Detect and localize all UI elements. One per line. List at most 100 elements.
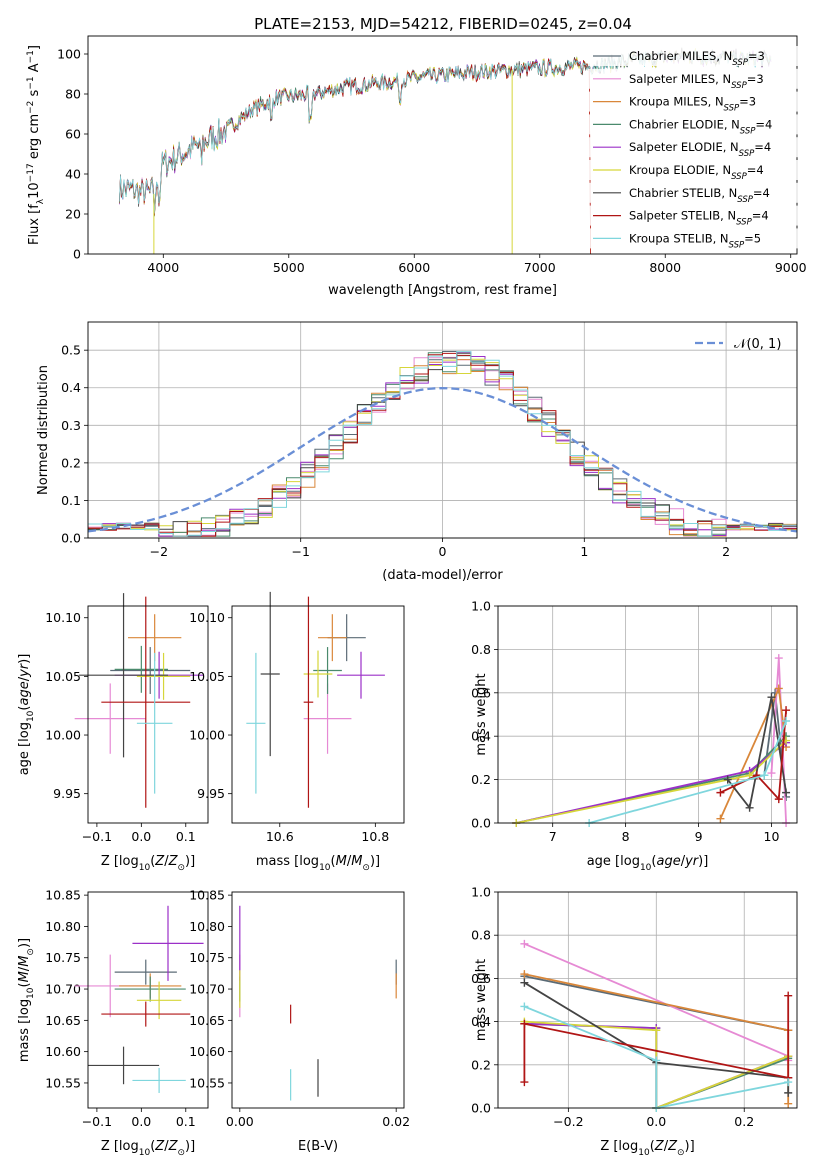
legend-n: =3 <box>739 95 756 109</box>
label-part: ( <box>17 982 32 987</box>
label-part: λ <box>36 198 46 204</box>
mw-chabrier-stelib <box>723 693 791 812</box>
label-part: M <box>17 971 32 982</box>
label-part: −1 <box>26 76 36 89</box>
x-tick-label: 0.1 <box>176 1114 196 1129</box>
legend-sub: SSP <box>731 81 747 91</box>
label-part: M <box>17 956 32 967</box>
y-tick-label: 0.0 <box>471 816 491 831</box>
y-tick-label: 80 <box>65 87 81 102</box>
y-axis-label: age [log10(age/yr)] <box>17 654 36 776</box>
label-part: / <box>664 1139 669 1154</box>
label-part: / <box>17 676 32 681</box>
mw-marker <box>784 991 793 1000</box>
y-tick-label: 0.4 <box>471 1014 491 1029</box>
label-part: ⊙ <box>362 863 370 873</box>
errorbar-salpeter-stelib <box>101 1001 191 1027</box>
x-tick-label: 7 <box>549 829 557 844</box>
legend-n: =4 <box>752 209 769 223</box>
label-part: Z [log <box>600 1139 638 1154</box>
label-part: )] <box>17 654 32 664</box>
y-tick-label: 0.4 <box>61 380 81 395</box>
axes-frame <box>497 891 798 1109</box>
figure-title: PLATE=2153, MJD=54212, FIBERID=0245, z=0… <box>254 15 632 33</box>
legend-bg <box>588 68 798 89</box>
legend-sub: SSP <box>724 104 740 114</box>
legend-n: =3 <box>747 72 764 86</box>
y-tick-label: 0.5 <box>61 343 81 358</box>
mw-marker <box>652 1056 661 1065</box>
x-tick-label: 7000 <box>524 260 556 275</box>
label-part: Z <box>168 854 179 869</box>
y-tick-label: 10.05 <box>189 669 225 684</box>
label-part: Z <box>667 1139 678 1154</box>
axes-residual-histogram: −2 −1 0 1 2 0.0 0.1 0.2 0.3 0.4 0.5 (data-model)/er… <box>36 321 798 583</box>
y-axis-label: Flux [fλ10−17 erg cm−2 s−1 A−1] <box>26 45 46 245</box>
label-part: Z <box>654 1139 665 1154</box>
mw-marker <box>520 939 529 948</box>
mw-salpeter-stelib <box>716 706 791 804</box>
label-part: 10 <box>319 863 331 873</box>
y-tick-label: 10.70 <box>45 982 81 997</box>
label-part: / <box>17 966 32 971</box>
y-tick-label: 10.70 <box>189 982 225 997</box>
legend-bg <box>588 182 798 203</box>
label-part: / <box>347 854 352 869</box>
errorbar-chabrier-miles <box>114 959 177 985</box>
y-tick-label: 10.60 <box>189 1044 225 1059</box>
y-axis-label: mass weight <box>474 673 489 755</box>
label-part: )] <box>185 854 195 869</box>
mw-line <box>720 710 787 802</box>
label-part: / <box>681 854 686 869</box>
x-tick-label: −1 <box>291 544 309 559</box>
mw-salpeter-elodie <box>512 738 791 827</box>
x-tick-label: 0.00 <box>226 1114 254 1129</box>
legend-sub: SSP <box>731 172 747 182</box>
errorbar-salpeter-stelib <box>101 596 191 808</box>
errorbar-kroupa-miles <box>318 614 347 662</box>
label-part: ⊙ <box>677 1148 685 1158</box>
label-part: 10 <box>638 1148 650 1158</box>
x-axis-label: Z [log10(Z/Z⊙)] <box>600 1139 694 1158</box>
label-part: )] <box>685 1139 695 1154</box>
legend-n: =5 <box>744 231 761 245</box>
label-part: A <box>27 63 42 76</box>
y-tick-label: 1.0 <box>471 885 491 900</box>
y-tick-label: 0.2 <box>471 772 491 787</box>
x-tick-label: 0 <box>439 544 447 559</box>
x-tick-label: −0.1 <box>82 829 112 844</box>
x-tick-label: −2 <box>150 544 168 559</box>
errorbar-salpeter-elodie <box>337 651 385 699</box>
y-tick-label: 10.75 <box>45 950 81 965</box>
label-part: ( <box>150 1139 155 1154</box>
legend-n: =4 <box>753 186 770 200</box>
label-part: mass [log <box>17 999 32 1062</box>
x-tick-label: 4000 <box>147 260 179 275</box>
y-tick-label: 0.8 <box>471 642 491 657</box>
legend-sub: SSP <box>729 240 745 250</box>
axes-frame <box>231 891 405 1109</box>
label-part: Z [log <box>101 854 139 869</box>
x-tick-label: 10 <box>764 829 780 844</box>
legend-bg <box>588 205 798 226</box>
legend-sub: SSP <box>737 195 753 205</box>
mw-marker <box>520 978 529 987</box>
label-part: )] <box>17 938 32 948</box>
legend-n: =4 <box>747 163 764 177</box>
label-part: )] <box>370 854 380 869</box>
x-tick-label: 10.8 <box>361 829 389 844</box>
label-part: mass [log <box>256 854 319 869</box>
label-part: ( <box>651 854 656 869</box>
y-tick-label: 10.80 <box>45 919 81 934</box>
errorbar-kroupa-stelib <box>246 652 266 794</box>
legend-sub: SSP <box>740 126 756 136</box>
errorbar-chabrier-stelib <box>79 593 168 758</box>
y-axis-label: mass weight <box>474 959 489 1041</box>
axes-mass-vs-z: −0.1 0.0 0.1 10.55 10.60 10.65 10.70 10.75 10.80… <box>17 888 209 1158</box>
legend-bg <box>588 160 798 180</box>
x-tick-label: 0.02 <box>382 1114 410 1129</box>
x-axis-label: Z [log10(Z/Z⊙)] <box>101 854 195 873</box>
y-tick-label: 10.60 <box>45 1044 81 1059</box>
mw-marker <box>760 771 769 780</box>
